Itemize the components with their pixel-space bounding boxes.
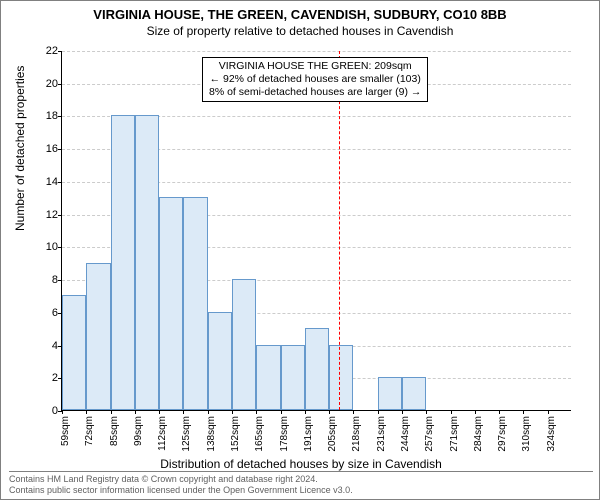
bar [62,295,86,410]
chart-subtitle: Size of property relative to detached ho… [1,24,599,38]
bar [402,377,426,410]
xtick-mark [86,410,87,414]
ytick-label: 12 [46,209,58,221]
ytick-mark [58,116,62,117]
xtick-label: 297sqm [497,416,508,452]
ytick-label: 14 [46,176,58,188]
ytick-label: 16 [46,143,58,155]
xtick-label: 99sqm [133,416,144,446]
xtick-mark [256,410,257,414]
ytick-label: 22 [46,45,58,57]
ytick-mark [58,247,62,248]
xtick-mark [523,410,524,414]
y-axis-label: Number of detached properties [13,66,27,231]
xtick-mark [499,410,500,414]
xtick-mark [208,410,209,414]
ytick-mark [58,182,62,183]
ytick-mark [58,215,62,216]
xtick-mark [305,410,306,414]
bar [281,345,305,410]
bar [305,328,329,410]
chart-container: { "title": "VIRGINIA HOUSE, THE GREEN, C… [0,0,600,500]
xtick-label: 284sqm [473,416,484,452]
reference-line [339,51,340,410]
bar [329,345,353,410]
footer-line-2: Contains public sector information licen… [9,485,593,496]
bar [378,377,402,410]
xtick-label: 257sqm [424,416,435,452]
annotation-line: VIRGINIA HOUSE THE GREEN: 209sqm [209,60,421,73]
xtick-label: 165sqm [254,416,265,452]
ytick-mark [58,280,62,281]
bar [111,115,135,410]
xtick-label: 178sqm [279,416,290,452]
xtick-mark [329,410,330,414]
xtick-label: 125sqm [181,416,192,452]
plot-inner: 024681012141618202259sqm72sqm85sqm99sqm1… [61,51,571,411]
xtick-label: 218sqm [351,416,362,452]
bar [159,197,183,410]
xtick-label: 205sqm [327,416,338,452]
xtick-mark [426,410,427,414]
gridline [62,51,571,52]
ytick-mark [58,84,62,85]
xtick-label: 138sqm [206,416,217,452]
annotation-line: 8% of semi-detached houses are larger (9… [209,86,421,99]
xtick-label: 112sqm [157,416,168,451]
xtick-label: 191sqm [303,416,314,452]
xtick-mark [159,410,160,414]
xtick-label: 324sqm [546,416,557,452]
xtick-label: 310sqm [521,416,532,452]
ytick-label: 18 [46,110,58,122]
xtick-mark [281,410,282,414]
bar [208,312,232,410]
xtick-label: 59sqm [60,416,71,446]
plot-area: 024681012141618202259sqm72sqm85sqm99sqm1… [61,51,571,411]
xtick-mark [232,410,233,414]
xtick-mark [353,410,354,414]
bar [183,197,207,410]
footer-line-1: Contains HM Land Registry data © Crown c… [9,474,593,485]
xtick-mark [378,410,379,414]
xtick-mark [111,410,112,414]
xtick-mark [135,410,136,414]
annotation-box: VIRGINIA HOUSE THE GREEN: 209sqm← 92% of… [202,57,428,102]
xtick-mark [62,410,63,414]
x-axis-label: Distribution of detached houses by size … [1,457,600,471]
xtick-mark [183,410,184,414]
xtick-label: 152sqm [230,416,241,452]
bar [256,345,280,410]
bar [135,115,159,410]
xtick-label: 231sqm [376,416,387,452]
xtick-label: 271sqm [449,416,460,452]
xtick-mark [451,410,452,414]
annotation-line: ← 92% of detached houses are smaller (10… [209,73,421,86]
xtick-label: 72sqm [84,416,95,446]
bar [232,279,256,410]
xtick-label: 85sqm [109,416,120,446]
footer: Contains HM Land Registry data © Crown c… [9,471,593,496]
ytick-mark [58,149,62,150]
chart-title: VIRGINIA HOUSE, THE GREEN, CAVENDISH, SU… [1,7,599,22]
bar [86,263,110,410]
ytick-mark [58,51,62,52]
xtick-mark [475,410,476,414]
ytick-label: 10 [46,241,58,253]
xtick-mark [402,410,403,414]
ytick-label: 20 [46,78,58,90]
xtick-mark [548,410,549,414]
xtick-label: 244sqm [400,416,411,452]
